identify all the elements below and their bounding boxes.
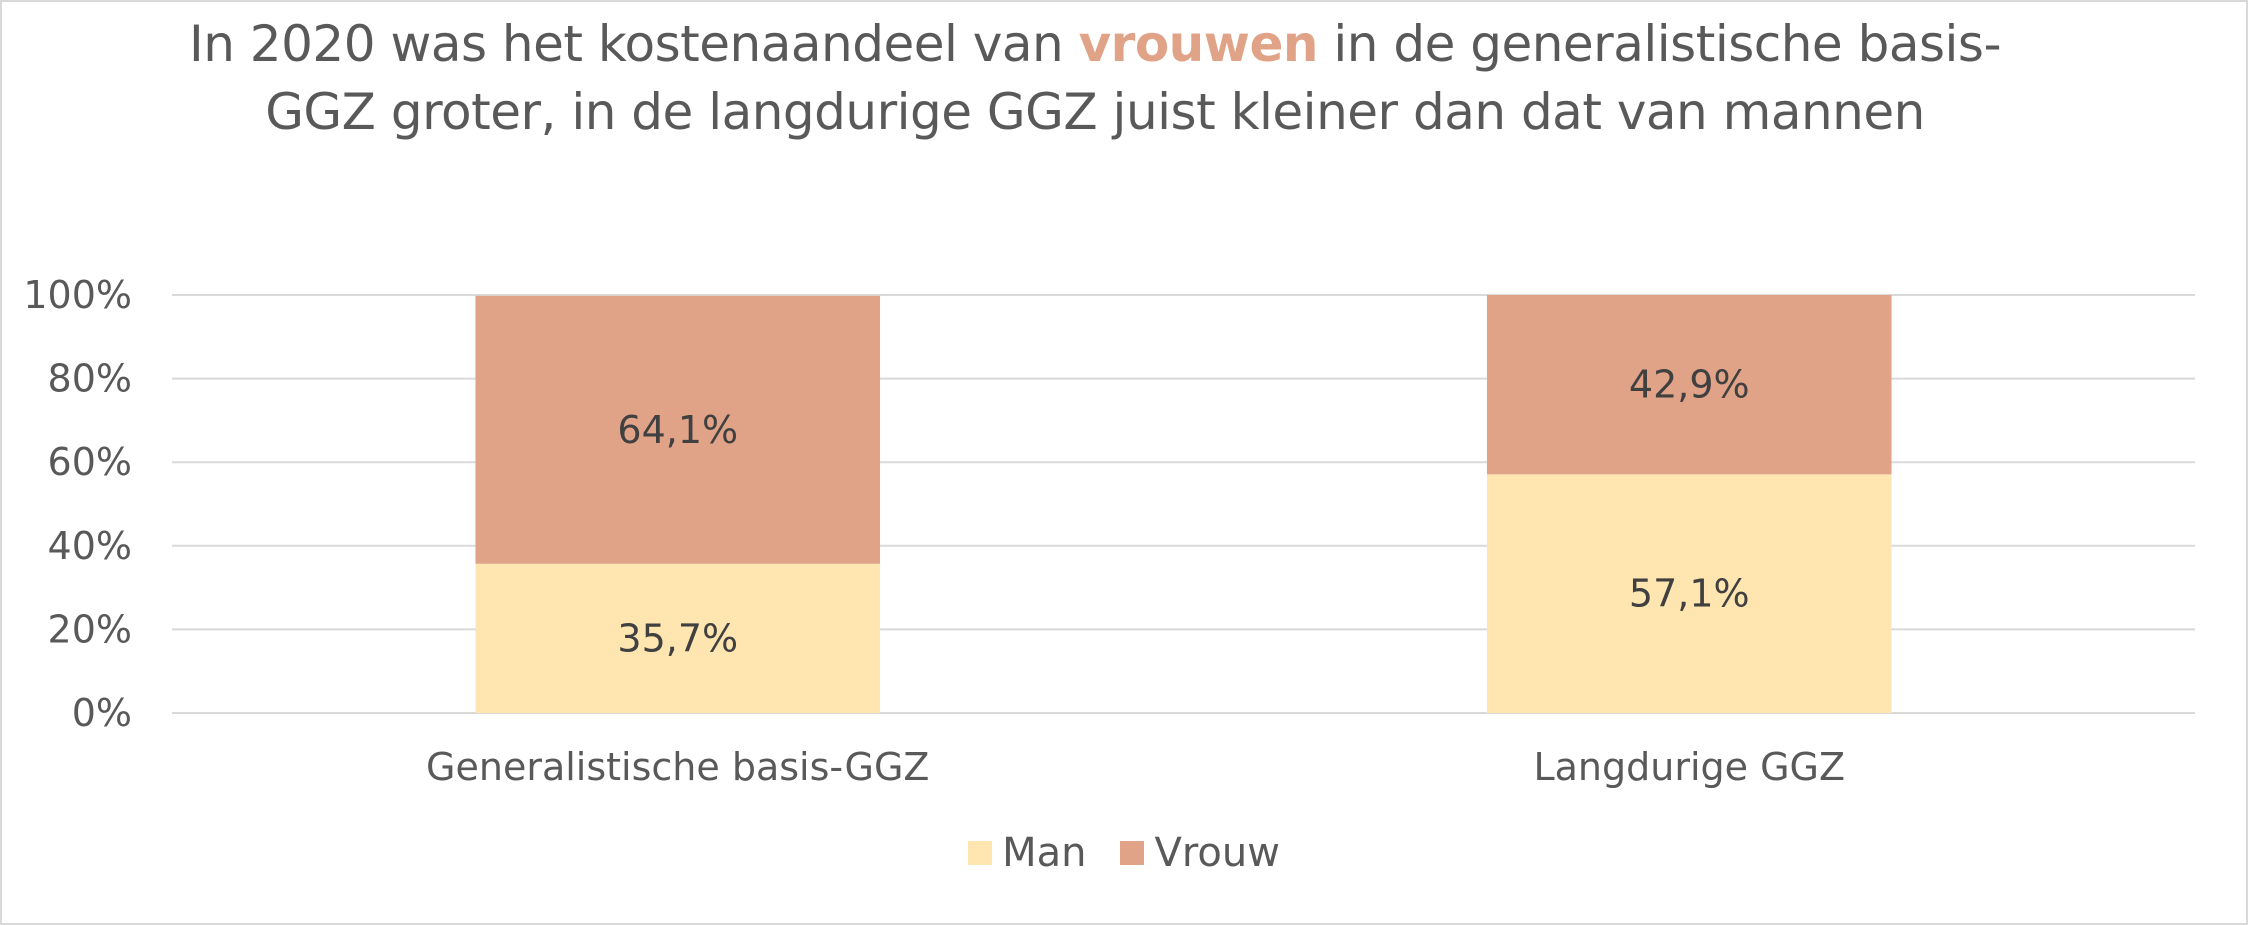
data-label-vrouw: 64,1%	[617, 408, 738, 452]
y-tick-label: 80%	[48, 357, 132, 401]
legend-swatch-man	[968, 841, 993, 865]
bar-segment-vrouw	[475, 295, 881, 564]
x-category-label: Generalistische basis-GGZ	[426, 745, 929, 789]
y-tick-label: 0%	[72, 691, 132, 735]
bar-segment-vrouw	[1486, 295, 1892, 475]
y-tick-label: 100%	[23, 273, 132, 317]
data-label-man: 35,7%	[617, 616, 738, 660]
data-label-vrouw: 42,9%	[1629, 363, 1750, 407]
data-label-man: 57,1%	[1629, 572, 1750, 616]
y-tick-label: 40%	[48, 524, 132, 568]
title-part-2: in de generalistische basis-GGZ groter, …	[265, 15, 2002, 141]
legend-label-vrouw: Vrouw	[1154, 830, 1280, 876]
title-highlight: vrouwen	[1078, 15, 1319, 73]
y-tick-label: 60%	[48, 440, 132, 484]
legend: Man Vrouw	[0, 830, 2248, 876]
x-category-label: Langdurige GGZ	[1533, 745, 1845, 789]
chart-title: In 2020 was het kostenaandeel van vrouwe…	[180, 10, 2010, 146]
legend-swatch-vrouw	[1120, 841, 1145, 865]
title-part-1: In 2020 was het kostenaandeel van	[188, 15, 1079, 73]
bar-segment-man	[1486, 474, 1892, 713]
legend-item-vrouw: Vrouw	[1120, 830, 1280, 876]
y-tick-label: 20%	[48, 607, 132, 651]
bar-segment-man	[475, 563, 881, 713]
legend-item-man: Man	[968, 830, 1086, 876]
legend-label-man: Man	[1002, 830, 1087, 876]
